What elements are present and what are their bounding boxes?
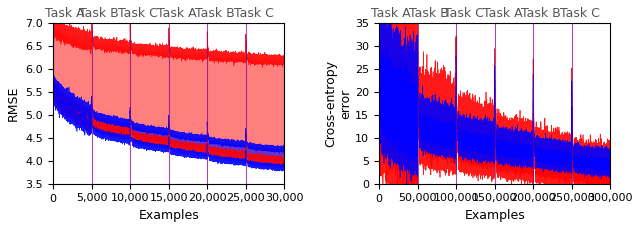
Y-axis label: Cross-entropy
error: Cross-entropy error xyxy=(324,60,353,147)
Text: Task A: Task A xyxy=(157,7,196,20)
Text: Task C: Task C xyxy=(444,7,484,20)
Text: Task A: Task A xyxy=(45,7,84,20)
X-axis label: Examples: Examples xyxy=(138,209,199,222)
Text: Task B: Task B xyxy=(79,7,119,20)
Text: Task B: Task B xyxy=(521,7,561,20)
Y-axis label: RMSE: RMSE xyxy=(7,86,20,121)
Text: Task C: Task C xyxy=(559,7,600,20)
Text: Task C: Task C xyxy=(234,7,273,20)
Text: Task B: Task B xyxy=(195,7,235,20)
Text: Task B: Task B xyxy=(409,7,449,20)
Text: Task A: Task A xyxy=(371,7,410,20)
X-axis label: Examples: Examples xyxy=(464,209,525,222)
Text: Task C: Task C xyxy=(118,7,157,20)
Text: Task A: Task A xyxy=(483,7,522,20)
